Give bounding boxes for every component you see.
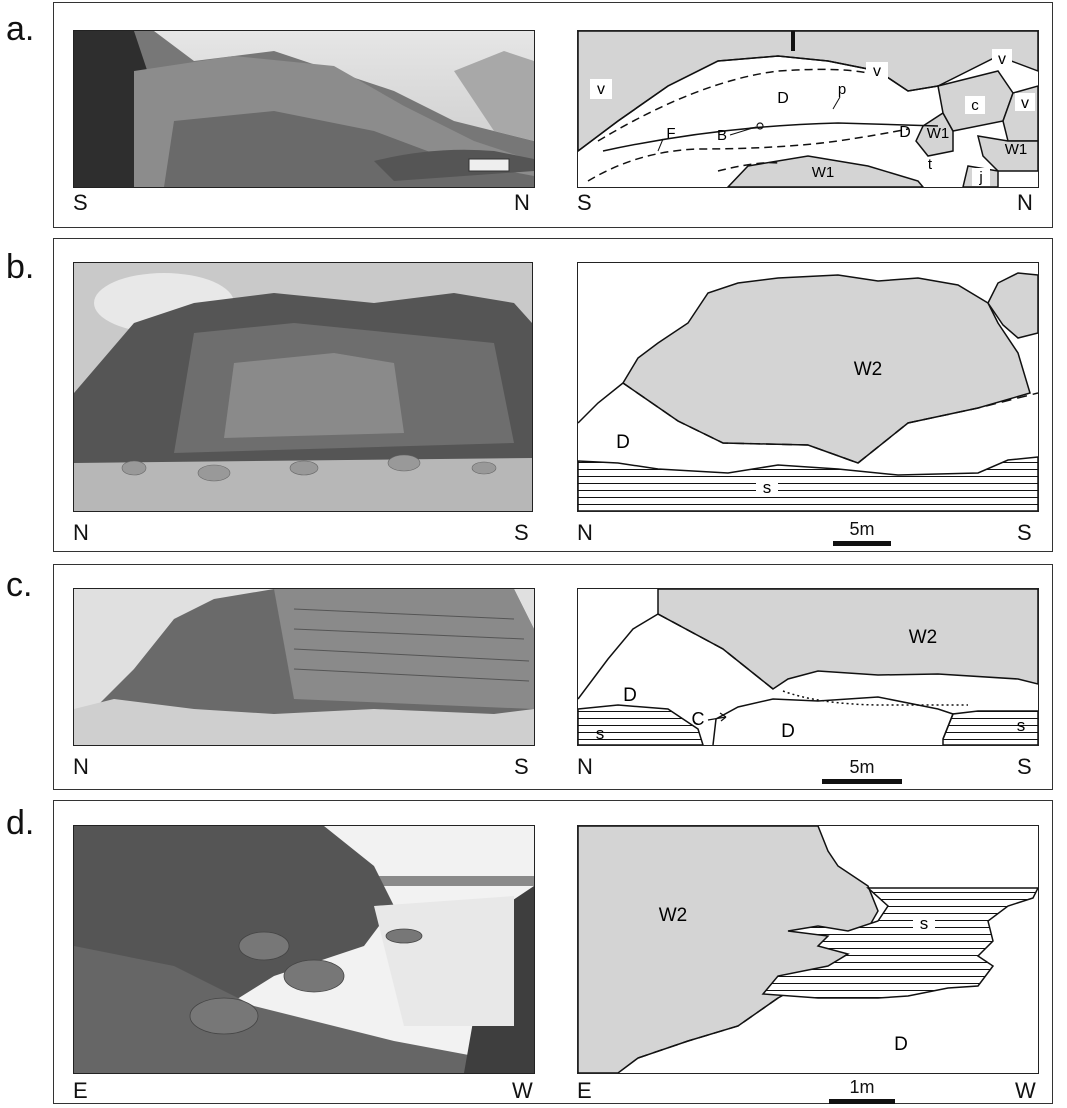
panel-b-scale-bar: 5m: [833, 520, 891, 546]
label-d: D: [616, 432, 630, 453]
label-v-4: v: [1021, 95, 1029, 112]
label-s-1: s: [596, 724, 605, 743]
panel-c-sketch-dir-left: N: [577, 754, 593, 779]
label-w1-b: W1: [1005, 141, 1028, 158]
panel-b-photo: [73, 262, 533, 512]
panel-a-photo-dir-left: S: [73, 190, 88, 215]
label-w1-a: W1: [927, 125, 950, 142]
label-d-2: D: [781, 721, 795, 742]
panel-d-photo-dir-right: W: [512, 1078, 533, 1103]
panel-c-sketch: W2 D D C s s: [577, 588, 1039, 746]
panel-c-photo-dir-right: S: [514, 754, 529, 779]
panel-c-scale-line: [822, 779, 902, 784]
label-s: s: [763, 478, 772, 497]
panel-b-sketch-dir-right: S: [1017, 520, 1032, 545]
panel-b-label: b.: [6, 248, 35, 286]
unit-s-hatch: [761, 887, 1038, 999]
unit-s-hatch-left: [578, 704, 704, 745]
label-t: t: [928, 156, 933, 173]
panel-c-scale-bar: 5m: [822, 758, 902, 784]
panel-b-photo-dir-left: N: [73, 520, 89, 545]
label-c: c: [971, 97, 979, 114]
unit-s-hatch: [578, 456, 1038, 511]
panel-c-sketch-dir-right: S: [1017, 754, 1032, 779]
panel-a-photo-dir-right: N: [514, 190, 530, 215]
label-b: B: [717, 127, 727, 144]
panel-a-label: a.: [6, 10, 35, 48]
panel-d-label: d.: [6, 804, 35, 842]
unit-w1-right: [976, 135, 1038, 172]
panel-b-scale-label: 5m: [849, 519, 875, 539]
label-v-2: v: [873, 63, 881, 80]
panel-d-sketch-dir-right: W: [1015, 1078, 1036, 1103]
panel-c-photo: [73, 588, 535, 746]
label-w2: W2: [909, 627, 938, 648]
panel-d-photo-dir-left: E: [73, 1078, 88, 1103]
panel-b-scale-line: [833, 541, 891, 546]
panel-a-sketch-dir-right: N: [1017, 190, 1033, 215]
panel-d-scale-label: 1m: [849, 1077, 875, 1097]
label-w1-c: W1: [812, 164, 835, 181]
label-s-2: s: [1017, 716, 1026, 735]
panel-a-sketch: v v v v D D p F B c W1 W1 W1 t j: [577, 30, 1039, 188]
panel-d-sketch: W2 s D: [577, 825, 1039, 1074]
label-v-3: v: [998, 51, 1006, 68]
label-j: j: [978, 169, 982, 186]
label-f: F: [666, 125, 675, 142]
panel-a-photo: [73, 30, 535, 188]
label-c: C: [692, 709, 705, 729]
label-d-1: D: [623, 685, 637, 706]
panel-c-photo-dir-left: N: [73, 754, 89, 779]
panel-d-sketch-dir-left: E: [577, 1078, 592, 1103]
panel-b-sketch-dir-left: N: [577, 520, 593, 545]
panel-d-scale-line: [829, 1099, 895, 1104]
panel-c-scale-label: 5m: [849, 757, 875, 777]
panel-d-photo: [73, 825, 535, 1074]
label-p: p: [838, 81, 846, 98]
label-v-1: v: [597, 81, 605, 98]
label-w2: W2: [854, 359, 883, 380]
unit-w2-region: [621, 274, 1031, 464]
label-d-1: D: [777, 90, 789, 107]
panel-d-scale-bar: 1m: [829, 1078, 895, 1104]
panel-b-sketch: W2 D s: [577, 262, 1039, 512]
panel-a-sketch-dir-left: S: [577, 190, 592, 215]
panel-b-photo-dir-right: S: [514, 520, 529, 545]
label-d: D: [894, 1034, 908, 1055]
label-s: s: [920, 914, 929, 933]
unit-w2-region: [657, 589, 1038, 690]
label-w2: W2: [659, 905, 688, 926]
label-d-2: D: [899, 124, 911, 141]
panel-c-label: c.: [6, 566, 33, 604]
unit-w1-lower: [726, 155, 924, 187]
